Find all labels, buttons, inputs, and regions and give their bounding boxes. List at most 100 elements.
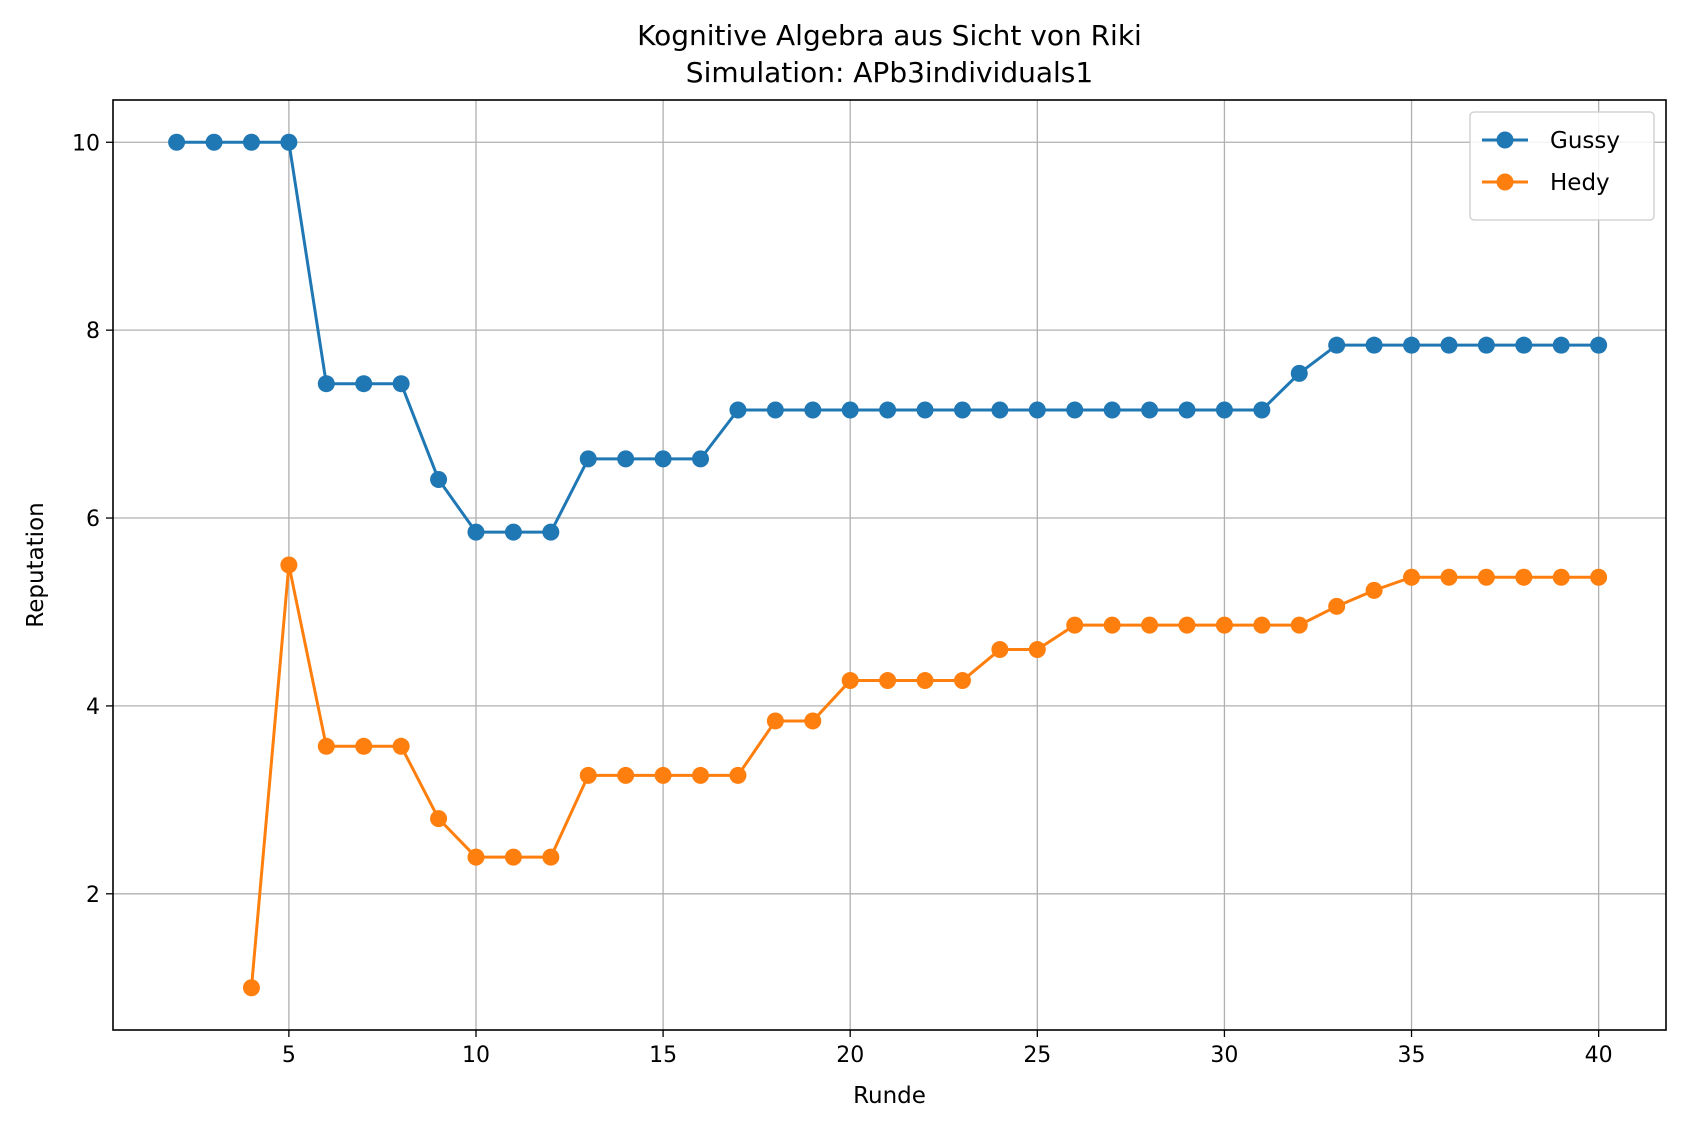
data-point-gussy (1365, 336, 1383, 354)
x-tick-label: 25 (1023, 1043, 1051, 1068)
data-point-hedy (579, 766, 597, 784)
legend-label-gussy: Gussy (1550, 128, 1620, 154)
data-point-hedy (1028, 641, 1046, 659)
data-point-gussy (1477, 336, 1495, 354)
data-point-gussy (1141, 401, 1159, 419)
y-tick-label: 4 (86, 695, 100, 720)
data-point-hedy (1215, 616, 1233, 634)
legend-label-hedy: Hedy (1550, 170, 1610, 196)
data-point-gussy (317, 375, 335, 393)
data-point-gussy (1253, 401, 1271, 419)
data-point-gussy (355, 375, 373, 393)
data-point-hedy (804, 712, 822, 730)
x-tick-label: 5 (282, 1043, 296, 1068)
legend: Gussy Hedy (1469, 111, 1655, 221)
y-tick-label: 10 (72, 131, 100, 156)
series-layer (168, 133, 1608, 997)
data-point-gussy (991, 401, 1009, 419)
data-point-gussy (654, 450, 672, 468)
y-tick-label: 6 (86, 507, 100, 532)
data-point-gussy (467, 523, 485, 541)
data-point-gussy (916, 401, 934, 419)
data-point-hedy (766, 712, 784, 730)
data-point-hedy (1103, 616, 1121, 634)
data-point-gussy (1403, 336, 1421, 354)
data-point-gussy (542, 523, 560, 541)
data-point-gussy (729, 401, 747, 419)
data-point-hedy (1290, 616, 1308, 634)
data-point-gussy (242, 133, 260, 151)
x-tick-label: 10 (462, 1043, 490, 1068)
x-tick-label: 30 (1210, 1043, 1238, 1068)
data-point-hedy (355, 737, 373, 755)
chart-subtitle: Simulation: APb3individuals1 (686, 56, 1093, 89)
x-axis-label: Runde (853, 1083, 926, 1109)
data-point-gussy (168, 133, 186, 151)
data-point-hedy (1178, 616, 1196, 634)
data-point-gussy (1590, 336, 1608, 354)
data-point-gussy (841, 401, 859, 419)
data-point-gussy (804, 401, 822, 419)
data-point-hedy (1141, 616, 1159, 634)
data-point-hedy (1515, 568, 1533, 586)
data-point-gussy (1028, 401, 1046, 419)
series-hedy (242, 556, 1608, 997)
data-point-gussy (1103, 401, 1121, 419)
data-point-hedy (430, 810, 448, 828)
data-point-gussy (1552, 336, 1570, 354)
data-point-hedy (242, 979, 260, 997)
data-point-gussy (1178, 401, 1196, 419)
data-point-hedy (1403, 568, 1421, 586)
data-point-hedy (504, 848, 522, 866)
data-point-gussy (1290, 364, 1308, 382)
data-point-gussy (504, 523, 522, 541)
x-tick-label: 35 (1398, 1043, 1426, 1068)
data-point-gussy (879, 401, 897, 419)
axis-ticks: 5 10 15 20 25 30 35 40 2 4 6 8 10 (72, 131, 1613, 1068)
data-point-gussy (953, 401, 971, 419)
legend-marker-hedy (1496, 173, 1514, 191)
data-point-hedy (953, 672, 971, 690)
data-point-gussy (766, 401, 784, 419)
data-point-hedy (916, 672, 934, 690)
data-point-gussy (692, 450, 710, 468)
data-point-gussy (280, 133, 298, 151)
data-point-gussy (430, 471, 448, 489)
data-point-hedy (1477, 568, 1495, 586)
data-point-hedy (392, 737, 410, 755)
data-point-gussy (1515, 336, 1533, 354)
chart-title: Kognitive Algebra aus Sicht von Riki (637, 19, 1142, 52)
data-point-hedy (1365, 581, 1383, 599)
y-axis-label: Reputation (23, 502, 49, 627)
data-point-hedy (1328, 597, 1346, 615)
data-point-hedy (1066, 616, 1084, 634)
data-point-gussy (205, 133, 223, 151)
data-point-hedy (1440, 568, 1458, 586)
data-point-gussy (1440, 336, 1458, 354)
data-point-hedy (654, 766, 672, 784)
data-point-gussy (1215, 401, 1233, 419)
data-point-hedy (1590, 568, 1608, 586)
x-tick-label: 40 (1585, 1043, 1613, 1068)
data-point-gussy (392, 375, 410, 393)
data-point-gussy (579, 450, 597, 468)
data-point-gussy (617, 450, 635, 468)
data-point-hedy (991, 641, 1009, 659)
x-tick-label: 20 (836, 1043, 864, 1068)
data-point-hedy (617, 766, 635, 784)
series-gussy (168, 133, 1608, 541)
data-point-hedy (280, 556, 298, 574)
plot-frame (112, 99, 1667, 1031)
data-point-hedy (692, 766, 710, 784)
y-tick-label: 2 (86, 883, 100, 908)
data-point-gussy (1328, 336, 1346, 354)
data-point-gussy (1066, 401, 1084, 419)
data-point-hedy (467, 848, 485, 866)
data-point-hedy (1552, 568, 1570, 586)
data-point-hedy (841, 672, 859, 690)
data-point-hedy (542, 848, 560, 866)
data-point-hedy (729, 766, 747, 784)
data-point-hedy (879, 672, 897, 690)
